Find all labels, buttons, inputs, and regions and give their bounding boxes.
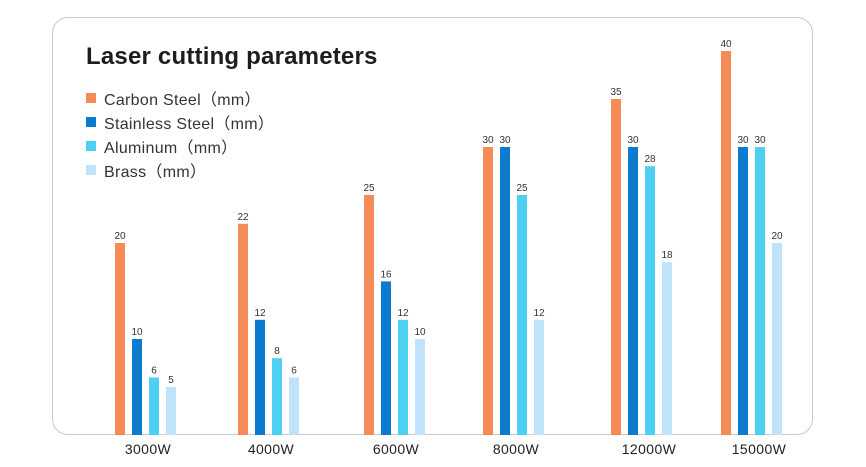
x-tick-label-8000w: 8000W	[492, 441, 540, 457]
data-label: 25	[516, 183, 528, 194]
bar-15000w-series-2	[755, 147, 765, 435]
bar-6000w-series-2	[398, 319, 408, 435]
bar-8000w-series-2	[517, 195, 527, 435]
legend-item-aluminum: Aluminum（mm）	[86, 134, 274, 158]
bar-3000w-series-3	[166, 387, 176, 435]
data-label: 30	[737, 135, 749, 146]
legend-item-brass: Brass（mm）	[86, 158, 274, 182]
data-label: 35	[610, 87, 622, 98]
legend-label: Aluminum（mm）	[104, 140, 238, 157]
data-label: 6	[151, 365, 157, 376]
bar-8000w-series-1	[500, 147, 510, 435]
data-label: 30	[499, 135, 511, 146]
bar-3000w-series-2	[149, 377, 159, 435]
bar-3000w-series-1	[132, 339, 142, 435]
legend-swatch	[86, 141, 96, 151]
data-label: 18	[661, 250, 673, 261]
legend-swatch	[86, 165, 96, 175]
bar-12000w-series-1	[628, 147, 638, 435]
data-label: 6	[291, 365, 297, 376]
legend-label: Carbon Steel（mm）	[104, 92, 261, 109]
bar-15000w-series-1	[738, 147, 748, 435]
data-label: 30	[627, 135, 639, 146]
legend-swatch	[86, 93, 96, 103]
data-label: 8	[274, 346, 280, 357]
data-label: 12	[533, 308, 545, 319]
data-label: 22	[237, 212, 249, 223]
chart-legend: Carbon Steel（mm） Stainless Steel（mm） Alu…	[86, 86, 274, 182]
x-tick-label-12000w: 12000W	[621, 441, 677, 457]
bar-12000w-series-0	[611, 99, 621, 435]
data-label: 30	[754, 135, 766, 146]
x-tick-label-3000w: 3000W	[124, 441, 172, 457]
bar-4000w-series-0	[238, 223, 248, 435]
data-label: 20	[114, 231, 126, 242]
bar-4000w-series-3	[289, 377, 299, 435]
legend-label: Stainless Steel（mm）	[104, 116, 275, 133]
bar-6000w-series-0	[364, 195, 374, 435]
data-label: 10	[131, 327, 143, 338]
legend-label: Brass（mm）	[104, 164, 207, 181]
legend-swatch	[86, 117, 96, 127]
legend-item-carbon-steel: Carbon Steel（mm）	[86, 86, 274, 110]
bar-8000w-series-3	[534, 319, 544, 435]
data-label: 16	[380, 269, 392, 280]
chart-card	[52, 17, 813, 435]
data-label: 10	[414, 327, 426, 338]
data-label: 12	[254, 308, 266, 319]
data-label: 30	[482, 135, 494, 146]
data-label: 40	[720, 39, 732, 50]
bar-12000w-series-3	[662, 262, 672, 435]
legend-item-stainless-steel: Stainless Steel（mm）	[86, 110, 274, 134]
bar-3000w-series-0	[115, 243, 125, 435]
bar-12000w-series-2	[645, 166, 655, 435]
bar-15000w-series-0	[721, 51, 731, 435]
data-label: 5	[168, 375, 174, 386]
bar-6000w-series-1	[381, 281, 391, 435]
data-label: 12	[397, 308, 409, 319]
data-label: 20	[771, 231, 783, 242]
bar-4000w-series-1	[255, 319, 265, 435]
bar-15000w-series-3	[772, 243, 782, 435]
data-label: 28	[644, 154, 656, 165]
x-tick-label-4000w: 4000W	[247, 441, 295, 457]
data-label: 25	[363, 183, 375, 194]
bar-8000w-series-0	[483, 147, 493, 435]
chart-title: Laser cutting parameters	[86, 43, 378, 70]
x-tick-label-6000w: 6000W	[372, 441, 420, 457]
x-tick-label-15000w: 15000W	[731, 441, 787, 457]
bar-6000w-series-3	[415, 339, 425, 435]
bar-4000w-series-2	[272, 358, 282, 435]
